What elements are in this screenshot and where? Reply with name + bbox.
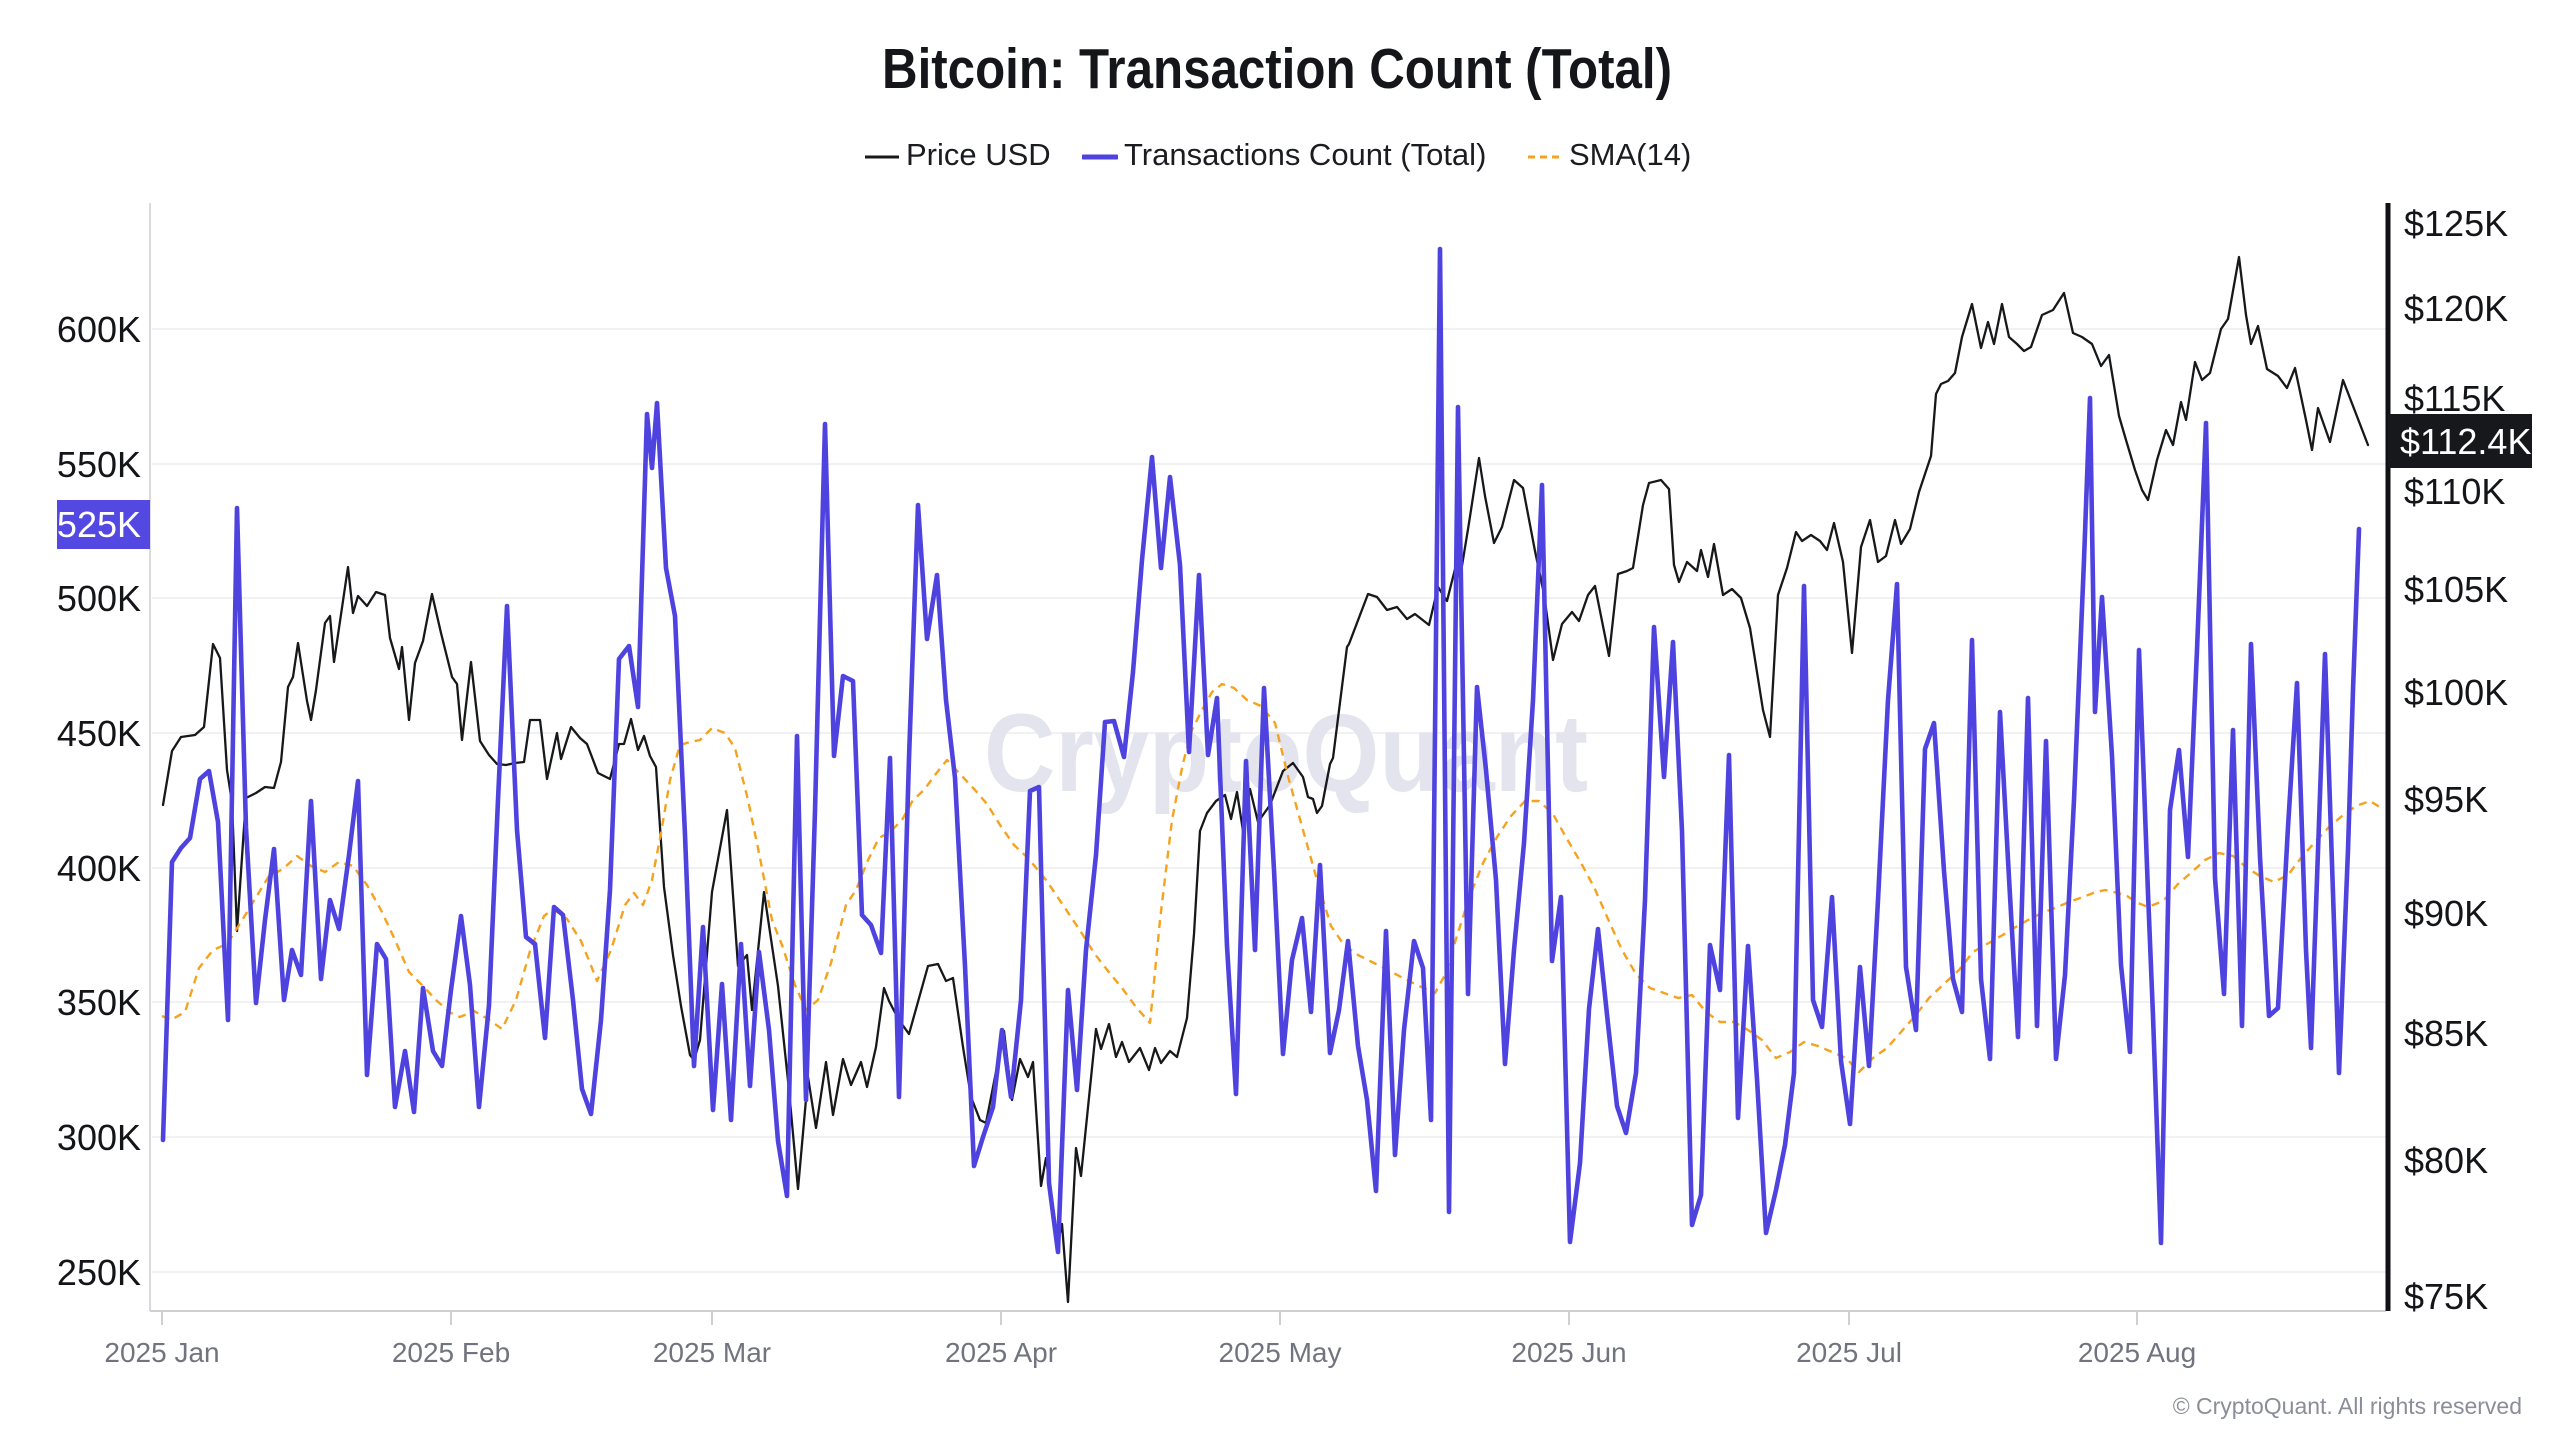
svg-text:$110K: $110K [2404,471,2505,512]
svg-text:$90K: $90K [2404,893,2488,934]
svg-text:450K: 450K [57,713,141,754]
svg-text:CryptoQuant: CryptoQuant [984,692,1588,815]
svg-text:2025 Mar: 2025 Mar [653,1337,771,1368]
svg-text:2025 Feb: 2025 Feb [392,1337,510,1368]
svg-text:350K: 350K [57,982,141,1023]
svg-text:$80K: $80K [2404,1140,2488,1181]
svg-text:$115K: $115K [2404,378,2505,419]
svg-text:2025 Apr: 2025 Apr [945,1337,1057,1368]
svg-text:2025 Jan: 2025 Jan [104,1337,219,1368]
svg-text:525K: 525K [57,504,141,545]
svg-text:$75K: $75K [2404,1276,2488,1317]
svg-text:300K: 300K [57,1117,141,1158]
svg-text:600K: 600K [57,309,141,350]
svg-text:2025 Jul: 2025 Jul [1796,1337,1902,1368]
svg-text:250K: 250K [57,1252,141,1293]
svg-text:$125K: $125K [2404,203,2508,244]
svg-text:$112.4K: $112.4K [2400,421,2531,462]
svg-text:$100K: $100K [2404,672,2508,713]
svg-text:$85K: $85K [2404,1013,2488,1054]
svg-text:Bitcoin: Transaction Count (To: Bitcoin: Transaction Count (Total) [882,37,1672,101]
svg-text:$105K: $105K [2404,569,2508,610]
svg-text:2025 May: 2025 May [1219,1337,1342,1368]
svg-text:$120K: $120K [2404,288,2508,329]
svg-text:2025 Aug: 2025 Aug [2078,1337,2196,1368]
svg-text:2025 Jun: 2025 Jun [1511,1337,1626,1368]
svg-text:500K: 500K [57,578,141,619]
svg-text:© CryptoQuant. All rights rese: © CryptoQuant. All rights reserved [2173,1393,2522,1419]
svg-text:400K: 400K [57,848,141,889]
svg-text:$95K: $95K [2404,779,2488,820]
svg-text:550K: 550K [57,444,141,485]
